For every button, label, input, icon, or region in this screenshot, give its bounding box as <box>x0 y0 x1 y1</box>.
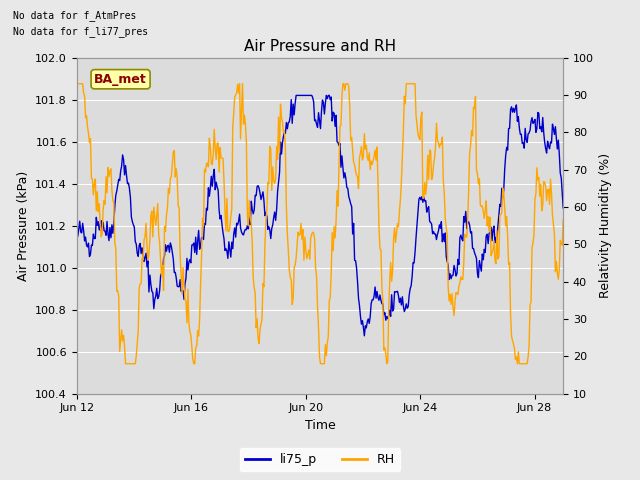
Y-axis label: Air Pressure (kPa): Air Pressure (kPa) <box>17 170 30 281</box>
Text: BA_met: BA_met <box>94 73 147 86</box>
Title: Air Pressure and RH: Air Pressure and RH <box>244 39 396 54</box>
Legend: li75_p, RH: li75_p, RH <box>240 448 400 471</box>
Text: No data for f_li77_pres: No data for f_li77_pres <box>13 26 148 37</box>
X-axis label: Time: Time <box>305 419 335 432</box>
Text: No data for f_AtmPres: No data for f_AtmPres <box>13 10 136 21</box>
Y-axis label: Relativity Humidity (%): Relativity Humidity (%) <box>600 153 612 298</box>
